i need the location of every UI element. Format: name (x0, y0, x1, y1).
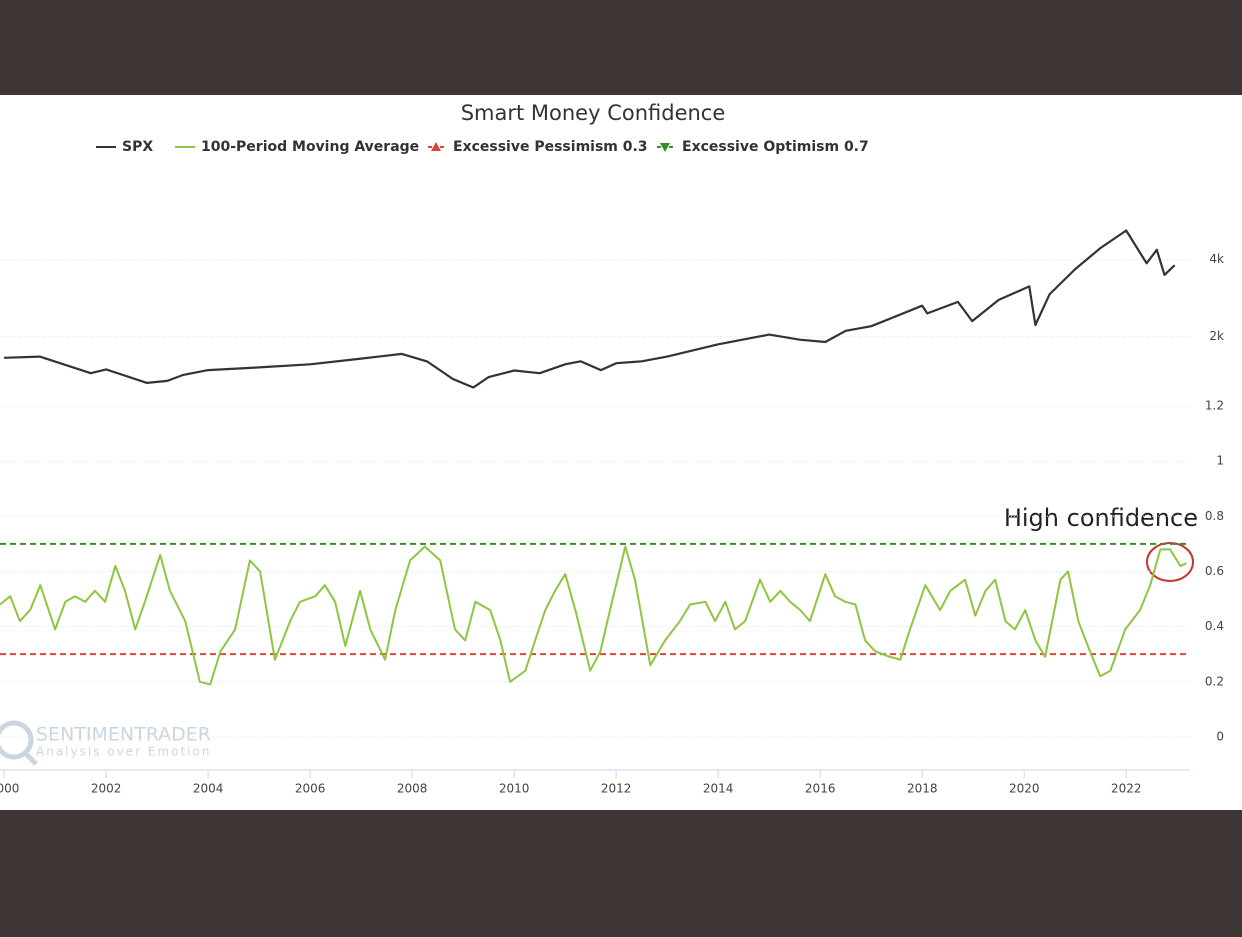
y-tick-label: 0.8 (1205, 509, 1224, 523)
x-tick-label: 2010 (499, 782, 530, 796)
y-tick-label: 2k (1209, 329, 1224, 343)
legend-label: SPX (122, 139, 153, 155)
x-tick-label: 2016 (805, 782, 836, 796)
watermark-icon (0, 720, 34, 760)
x-tick-label: 2018 (907, 782, 938, 796)
watermark-tagline: Analysis over Emotion (36, 745, 211, 759)
x-tick-label: 2006 (295, 782, 326, 796)
x-tick-label: 2002 (91, 782, 122, 796)
chart-title: Smart Money Confidence (461, 101, 726, 125)
x-tick-label: 2012 (601, 782, 632, 796)
y-tick-label: 4k (1209, 252, 1224, 266)
y-tick-label: 0.4 (1205, 619, 1224, 633)
watermark-icon (22, 750, 38, 766)
x-tick-label: 2014 (703, 782, 734, 796)
x-tick-label: 2004 (193, 782, 224, 796)
data-line (4, 229, 1176, 389)
y-tick-label: 1.2 (1205, 399, 1224, 413)
legend-label: 100-Period Moving Average (201, 139, 419, 155)
legend-label: Excessive Pessimism 0.3 (453, 139, 648, 155)
legend-marker (660, 143, 670, 152)
x-tick-label: 2020 (1009, 782, 1040, 796)
data-line (0, 545, 1187, 686)
legend-label: Excessive Optimism 0.7 (682, 139, 869, 155)
legend-marker (431, 142, 441, 151)
x-tick-label: 2022 (1111, 782, 1142, 796)
y-tick-label: 0.6 (1205, 564, 1224, 578)
y-tick-label: 0 (1216, 729, 1224, 743)
watermark-brand: SENTIMENTRADER (36, 724, 211, 746)
watermark: SENTIMENTRADER Analysis over Emotion (0, 720, 211, 766)
y-tick-label: 0.2 (1205, 674, 1224, 688)
x-tick-label: 2008 (397, 782, 428, 796)
annotation: High confidence (1004, 504, 1198, 532)
y-tick-label: 1 (1216, 454, 1224, 468)
chart-area (0, 95, 1242, 810)
